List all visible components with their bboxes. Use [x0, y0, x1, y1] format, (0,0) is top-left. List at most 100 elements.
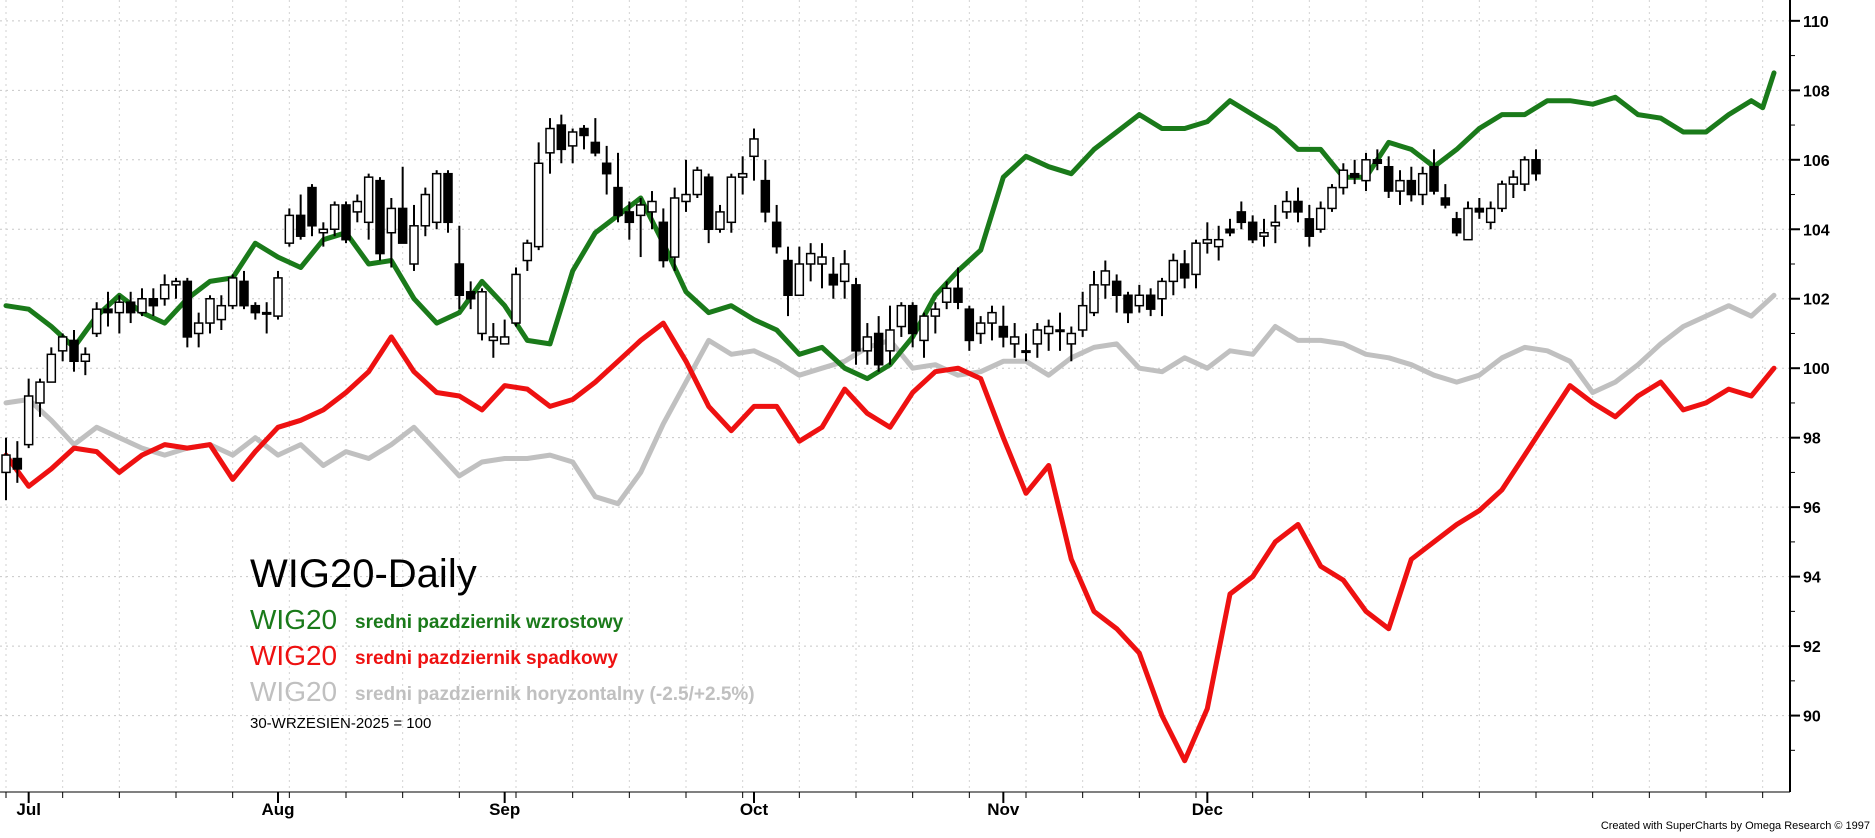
candle-body	[477, 291, 487, 335]
candle-body	[771, 221, 782, 248]
candle	[1304, 204, 1315, 247]
candle	[91, 302, 102, 337]
candle-body	[556, 124, 567, 151]
candle	[1463, 201, 1473, 241]
candle	[363, 173, 374, 240]
candle	[1179, 250, 1190, 289]
candle	[783, 246, 793, 317]
candle	[919, 312, 929, 358]
candle	[1338, 163, 1349, 195]
candle	[1, 437, 11, 501]
candle-body	[1338, 169, 1349, 189]
candle-body	[488, 336, 499, 342]
candle	[851, 277, 861, 365]
candle-body	[1281, 200, 1292, 213]
candle-body	[375, 179, 385, 255]
candle-body	[182, 280, 193, 338]
candle-body	[975, 322, 986, 335]
candle	[125, 291, 136, 324]
candle	[1236, 201, 1247, 230]
candle	[103, 291, 113, 327]
candle-body	[1293, 200, 1303, 213]
legend: WIG20 sredni pazdziernik wzrostowy WIG20…	[250, 604, 755, 707]
candle	[1111, 274, 1122, 313]
candle	[873, 316, 884, 372]
candle-body	[148, 297, 159, 307]
candle-body	[885, 329, 895, 352]
candle	[1474, 198, 1485, 219]
candle-body	[1202, 238, 1213, 244]
candle	[227, 274, 238, 310]
candle	[239, 270, 249, 310]
y-tick-label: 102	[1803, 292, 1830, 309]
candle	[896, 302, 907, 337]
candle	[511, 267, 521, 327]
candle	[760, 159, 771, 223]
candle-body	[896, 304, 907, 328]
candle-body	[1485, 207, 1496, 224]
candle	[1213, 225, 1224, 261]
candle-body	[1123, 294, 1133, 314]
candle	[703, 173, 714, 244]
candle	[171, 277, 181, 299]
candle-body	[1417, 172, 1428, 196]
candle	[454, 225, 465, 310]
candle-body	[613, 186, 623, 217]
candle-body	[1145, 294, 1156, 310]
x-tick-label: Sep	[489, 800, 520, 819]
candle-body	[318, 228, 329, 234]
y-tick-label: 96	[1803, 500, 1821, 517]
y-tick-label: 98	[1803, 431, 1821, 448]
x-tick-label: Aug	[261, 800, 294, 819]
candle-body	[726, 176, 737, 224]
candle-body	[454, 263, 465, 297]
candle-body	[1089, 284, 1099, 314]
candle	[420, 187, 431, 237]
candle-body	[465, 291, 476, 300]
candle	[1383, 156, 1394, 198]
candle-body	[69, 339, 79, 363]
candle-body	[159, 284, 170, 300]
candle	[69, 330, 79, 372]
grid	[0, 0, 1790, 792]
candle-body	[125, 301, 136, 314]
candle	[658, 208, 669, 268]
candle	[35, 378, 45, 417]
candle	[533, 142, 544, 251]
candle-body	[23, 395, 34, 446]
candle-body	[1349, 172, 1360, 178]
candle	[556, 114, 567, 164]
candle-body	[1508, 176, 1519, 185]
candle	[805, 243, 816, 282]
y-tick-label: 106	[1803, 153, 1830, 170]
candle	[669, 187, 680, 271]
candle	[1327, 184, 1337, 212]
candle	[545, 118, 555, 174]
candle	[647, 191, 657, 230]
candle	[1157, 277, 1167, 317]
legend-item: WIG20 sredni pazdziernik wzrostowy	[250, 604, 624, 635]
candle-body	[1406, 179, 1417, 196]
candle-body	[386, 207, 397, 234]
candle-body	[511, 273, 521, 324]
candle	[941, 281, 952, 310]
candle-body	[669, 197, 680, 258]
candle-body	[522, 242, 533, 262]
candle-body	[828, 273, 839, 286]
candle-body	[1497, 183, 1507, 210]
candle-body	[420, 193, 431, 227]
candle	[930, 302, 941, 334]
candle	[1361, 152, 1371, 192]
candle-body	[567, 131, 578, 147]
candle	[477, 288, 487, 341]
candle-body	[692, 169, 703, 196]
candle-body	[1327, 186, 1337, 210]
candle-body	[1157, 280, 1167, 300]
x-tick-label: Nov	[987, 800, 1020, 819]
candle-body	[987, 311, 997, 324]
candle	[907, 302, 918, 348]
x-tick-label: Oct	[740, 800, 769, 819]
chart-title: WIG20-Daily	[250, 552, 477, 596]
